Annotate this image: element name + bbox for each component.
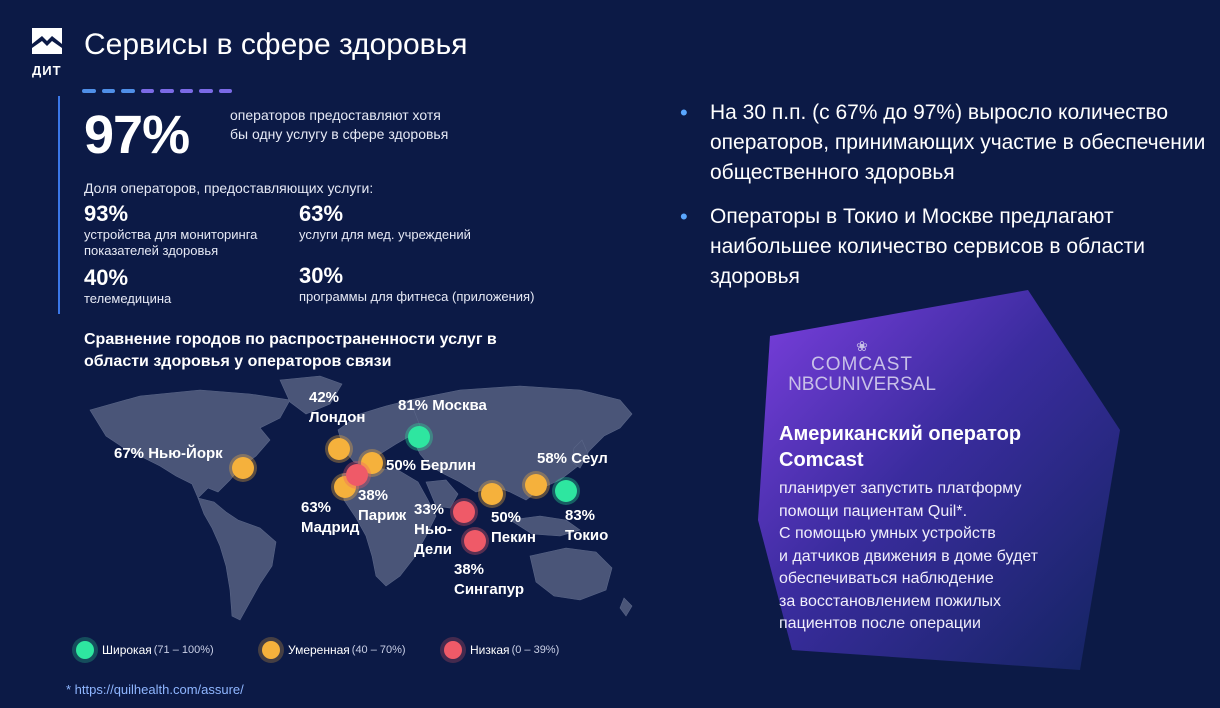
city-label-tokyo: 83% Токио	[565, 507, 609, 544]
card-body-line: помощи пациентам Quil*.	[779, 502, 968, 520]
city-marker-london[interactable]	[328, 438, 350, 460]
stat-telemedicine: 40% телемедицина	[84, 265, 284, 307]
card-body-line: и датчиков движения в доме будет	[779, 547, 1038, 565]
headline-description: операторов предоставляют хотя бы одну ус…	[230, 107, 449, 142]
legend-range: (40 – 70%)	[351, 644, 406, 656]
city-marker-moscow[interactable]	[408, 426, 430, 448]
stat-monitoring: 93% устройства для мониторинга показател…	[84, 201, 284, 259]
city-label-london: 42% Лондон	[309, 389, 366, 426]
legend-moderate: Умеренная (40 – 70%)	[262, 641, 406, 659]
city-marker-new-york[interactable]	[232, 457, 254, 479]
legend-dot-wide-icon	[76, 641, 94, 659]
card-body-line: планирует запустить платформу	[779, 480, 1022, 497]
finding-item: На 30 п.п. (с 67% до 97%) выросло количе…	[680, 98, 1210, 188]
stat-med-institutions: 63% услуги для мед. учреждений	[299, 201, 539, 243]
city-marker-singapore[interactable]	[464, 530, 486, 552]
stat-value: 30%	[299, 263, 344, 288]
city-marker-paris[interactable]	[346, 464, 368, 486]
dit-logo-icon	[32, 28, 62, 54]
legend-name: Широкая	[102, 643, 152, 657]
card-body: планирует запустить платформу помощи пац…	[779, 478, 1079, 636]
city-label-singapore: 38% Сингапур	[454, 561, 525, 598]
card-body-line: за восстановлением пожилых	[779, 592, 1002, 610]
peacock-icon: ❀	[856, 338, 868, 354]
city-marker-tokyo[interactable]	[555, 480, 577, 502]
legend-name: Низкая	[470, 643, 510, 657]
shares-title: Доля операторов, предоставляющих услуги:	[84, 180, 374, 196]
world-map	[89, 375, 633, 621]
card-heading: Американский оператор Comcast	[779, 423, 1022, 471]
stat-label: программы для фитнеса (приложения)	[299, 289, 535, 304]
finding-item: Операторы в Токио и Москве предлагают на…	[680, 202, 1210, 292]
comcast-logo: ❀ COMCAST NBCUNIVERSAL	[782, 337, 942, 395]
stat-value: 63%	[299, 201, 344, 226]
section-divider	[58, 96, 60, 314]
page-title: Сервисы в сфере здоровья	[84, 28, 468, 61]
card-body-line: С помощью умных устройств	[779, 525, 996, 542]
city-marker-beijing[interactable]	[481, 483, 503, 505]
legend-low: Низкая (0 – 39%)	[444, 641, 559, 659]
legend-dot-moderate-icon	[262, 641, 280, 659]
city-label-berlin: 50% Берлин	[386, 457, 476, 474]
stat-fitness: 30% программы для фитнеса (приложения)	[299, 263, 569, 305]
legend-range: (0 – 39%)	[511, 644, 560, 656]
city-label-moscow: 81% Москва	[398, 397, 487, 414]
card-body-line: пациентов после операции	[779, 615, 981, 632]
headline-value: 97%	[84, 105, 190, 165]
city-label-seoul: 58% Сеул	[537, 450, 608, 467]
city-marker-seoul[interactable]	[525, 474, 547, 496]
legend-dot-low-icon	[444, 641, 462, 659]
logo-text: ДИТ	[32, 63, 62, 78]
stat-value: 40%	[84, 265, 129, 290]
stat-label: услуги для мед. учреждений	[299, 227, 471, 242]
logo-line-2: NBCUNIVERSAL	[788, 374, 936, 395]
legend-name: Умеренная	[288, 643, 350, 657]
logo-line-1: COMCAST	[811, 354, 913, 375]
card-body-line: обеспечиваться наблюдение	[779, 570, 994, 587]
stat-label: телемедицина	[84, 291, 172, 306]
stat-value: 93%	[84, 201, 129, 226]
city-label-paris: 38% Париж	[358, 487, 407, 524]
stat-label: устройства для мониторинга показателей з…	[84, 227, 258, 258]
key-findings: На 30 п.п. (с 67% до 97%) выросло количе…	[680, 98, 1210, 306]
footnote-link[interactable]: * https://quilhealth.com/assure/	[66, 682, 244, 697]
city-label-madrid: 63% Мадрид	[301, 499, 360, 536]
legend-wide: Широкая (71 – 100%)	[76, 641, 214, 659]
map-title: Сравнение городов по распространенности …	[84, 331, 497, 370]
city-label-beijing: 50% Пекин	[491, 509, 536, 546]
legend-range: (71 – 100%)	[153, 644, 214, 656]
city-label-new-delhi: 33% Нью-Дели	[414, 501, 452, 558]
title-underline	[82, 89, 232, 94]
city-label-new-york: 67% Нью-Йорк	[114, 445, 223, 462]
city-marker-new-delhi[interactable]	[453, 501, 475, 523]
